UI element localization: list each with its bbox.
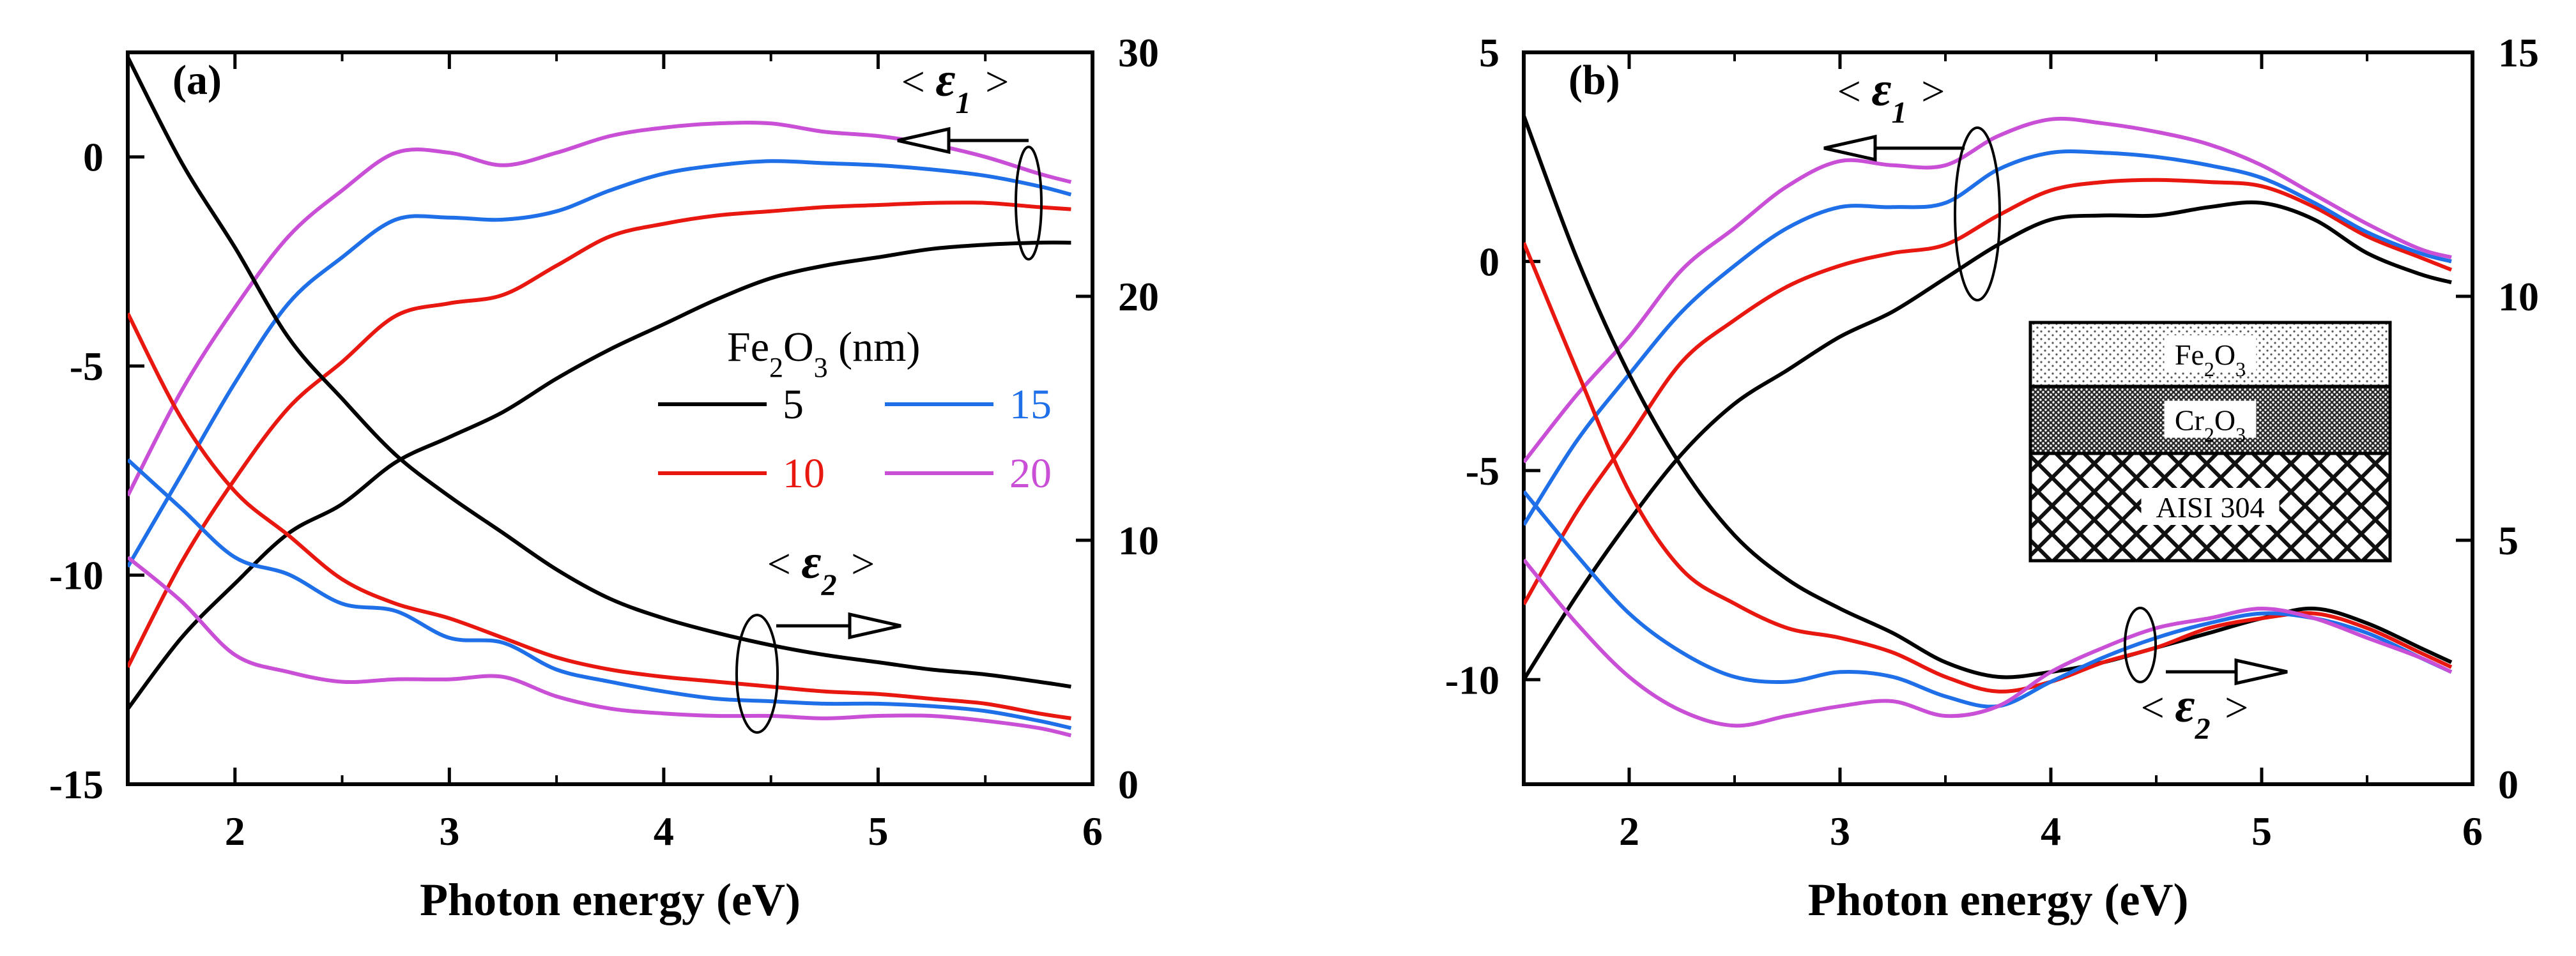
y2-tick-label: 30 bbox=[1118, 30, 1159, 75]
series-line-15nm-eps1 bbox=[128, 159, 1072, 568]
series-group bbox=[1524, 115, 2453, 728]
eps1-annotation: < ε1 > bbox=[1837, 63, 1945, 130]
inset-layer-label-3: AISI 304 bbox=[2156, 491, 2265, 524]
inset-layer-label-1: Fe2O3 bbox=[2175, 338, 2246, 381]
eps1-arrow-head bbox=[1823, 134, 1877, 162]
inset-label-bg bbox=[2164, 400, 2257, 438]
legend: Fe2O3 (nm)5 15 10 20 bbox=[658, 324, 1052, 497]
inset-label-bg bbox=[2164, 335, 2257, 372]
y2-tick-label: 5 bbox=[2498, 518, 2518, 563]
y2-tick-label: 0 bbox=[2498, 762, 2518, 807]
x-axis-label: Photon energy (eV) bbox=[420, 874, 801, 925]
x-tick-label: 4 bbox=[2041, 808, 2061, 854]
eps1-ellipse bbox=[1954, 126, 2001, 301]
series-line-5nm-eps1 bbox=[128, 240, 1071, 710]
series-group bbox=[128, 56, 1072, 738]
y1-tick-label: -5 bbox=[1466, 448, 1499, 494]
series-line-10nm-eps1 bbox=[1524, 178, 2453, 605]
series-line-5nm-eps2 bbox=[128, 56, 1071, 689]
layer-inset: Fe2O3 Cr2O3 AISI 304 bbox=[2028, 321, 2392, 563]
x-tick-label: 4 bbox=[654, 808, 674, 854]
eps2-annotation: < ε2 > bbox=[767, 535, 875, 602]
panel-a: 2 3 4 5 6 -15 -10 -5 0 0 10 20 30 Photon energy (eV) (… bbox=[49, 30, 1159, 925]
y1-tick-label: -10 bbox=[49, 553, 103, 598]
eps2-arrow-head bbox=[2234, 658, 2288, 686]
series-line-20nm-eps2 bbox=[128, 556, 1072, 738]
y1-tick-label: -10 bbox=[1445, 657, 1499, 702]
legend-label-20nm: 20 bbox=[1009, 450, 1052, 497]
y1-tick-label: -5 bbox=[70, 344, 103, 389]
panel-label: (b) bbox=[1568, 57, 1620, 103]
eps1-annotation: < ε1 > bbox=[901, 53, 1009, 120]
eps2-annotation: < ε2 > bbox=[2141, 679, 2249, 746]
x-tick-label: 6 bbox=[2462, 808, 2483, 854]
panel-b: 2 3 4 5 6 -10 -5 0 5 0 5 10 15 Photon energy (eV) (b) <… bbox=[1445, 30, 2539, 925]
x-axis-label: Photon energy (eV) bbox=[1808, 874, 2189, 925]
panel-label: (a) bbox=[172, 57, 222, 103]
eps1-ellipse bbox=[1015, 146, 1043, 261]
eps2-ellipse bbox=[2124, 607, 2157, 683]
series-line-5nm-eps1 bbox=[1524, 200, 2452, 681]
eps2-ellipse bbox=[735, 614, 779, 734]
inset-layer-label-2: Cr2O3 bbox=[2175, 404, 2246, 446]
inset-label-bg bbox=[2141, 488, 2280, 525]
eps2-arrow-head bbox=[848, 612, 901, 640]
x-tick-label: 3 bbox=[439, 808, 459, 854]
y2-tick-label: 10 bbox=[2498, 274, 2539, 319]
legend-label-10nm: 10 bbox=[783, 450, 825, 497]
series-line-15nm-eps1 bbox=[1524, 149, 2452, 526]
eps1-arrow-head bbox=[897, 126, 951, 155]
y2-tick-label: 20 bbox=[1118, 274, 1159, 319]
x-tick-label: 2 bbox=[1619, 808, 1639, 854]
series-line-15nm-eps2 bbox=[128, 458, 1072, 731]
x-tick-label: 6 bbox=[1082, 808, 1103, 854]
x-tick-label: 3 bbox=[1830, 808, 1850, 854]
legend-label-5nm: 5 bbox=[783, 381, 804, 428]
x-tick-label: 2 bbox=[225, 808, 245, 854]
x-tick-label: 5 bbox=[868, 808, 888, 854]
legend-title: Fe2O3 (nm) bbox=[727, 324, 920, 383]
plot-frame bbox=[1522, 50, 2474, 786]
series-line-20nm-eps1 bbox=[1524, 116, 2452, 464]
y1-tick-label: 5 bbox=[1479, 30, 1499, 75]
series-line-5nm-eps2 bbox=[1524, 115, 2453, 679]
legend-label-15nm: 15 bbox=[1009, 381, 1052, 428]
y2-tick-label: 15 bbox=[2498, 30, 2539, 75]
plot-frame bbox=[126, 50, 1094, 786]
series-line-10nm-eps1 bbox=[128, 201, 1071, 668]
y2-tick-label: 0 bbox=[1118, 762, 1138, 807]
y1-tick-label: -15 bbox=[49, 762, 103, 807]
x-tick-label: 5 bbox=[2251, 808, 2272, 854]
series-line-20nm-eps2 bbox=[1524, 558, 2453, 728]
y1-tick-label: 0 bbox=[1479, 239, 1499, 284]
y1-tick-label: 0 bbox=[83, 135, 103, 180]
series-line-10nm-eps2 bbox=[128, 312, 1071, 720]
y2-tick-label: 10 bbox=[1118, 518, 1159, 563]
